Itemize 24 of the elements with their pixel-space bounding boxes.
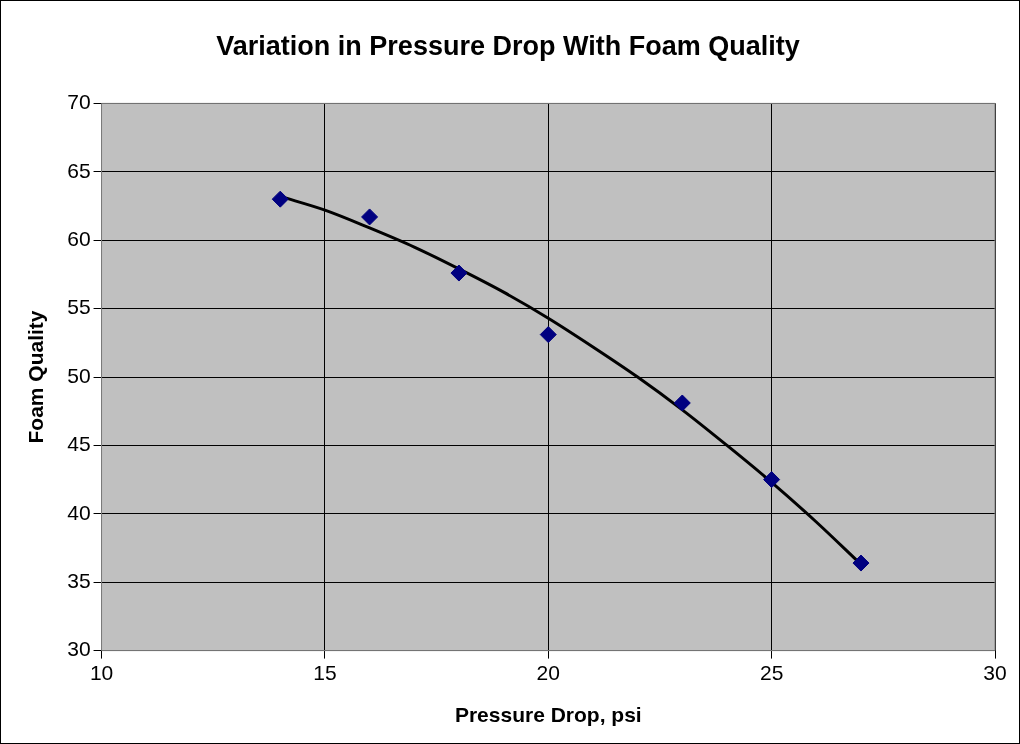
x-tick-label: 25 [759, 661, 784, 684]
point [852, 554, 870, 572]
y-tick-label: 55 [67, 295, 91, 319]
y-tick-label: 70 [67, 90, 91, 114]
x-axis-title: Pressure Drop, psi [454, 703, 642, 727]
y-tick-label: 50 [67, 363, 91, 387]
x-tick-label: 20 [536, 661, 560, 684]
y-tick-label: 40 [67, 500, 91, 524]
y-tick-label: 35 [67, 569, 91, 592]
point [673, 394, 691, 412]
point [763, 471, 781, 489]
point [539, 326, 557, 344]
y-axis-title: Foam Quality [24, 310, 48, 444]
y-tick-label: 65 [67, 158, 91, 182]
x-tick-label: 10 [89, 661, 114, 684]
x-tick-label: 15 [313, 661, 337, 684]
y-tick-label: 30 [67, 637, 91, 661]
point [361, 208, 379, 226]
point [450, 264, 468, 282]
point [271, 190, 289, 208]
y-tick-label: 60 [67, 227, 91, 250]
x-tick-label: 30 [983, 661, 1007, 684]
y-tick-label: 45 [67, 432, 91, 456]
chart-title: Variation in Pressure Drop With Foam Quality [216, 30, 800, 61]
